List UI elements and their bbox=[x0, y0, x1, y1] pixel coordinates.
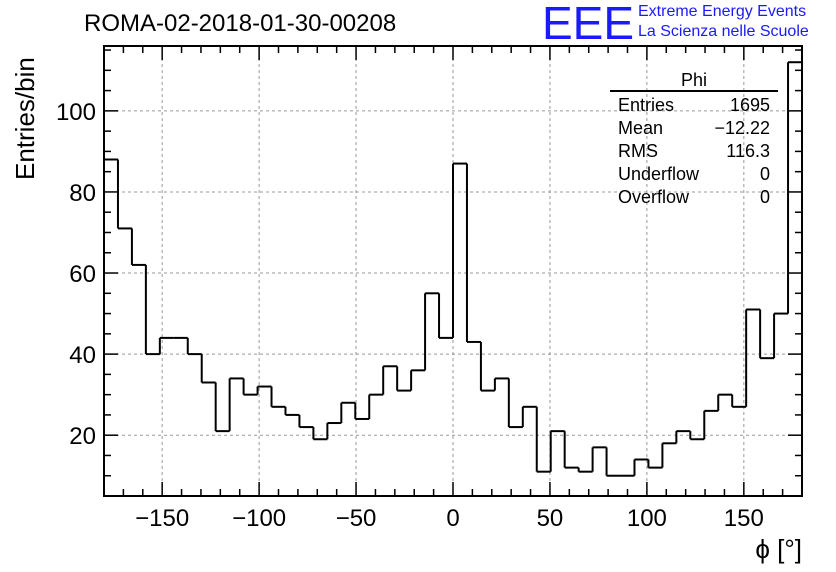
x-tick-label: 0 bbox=[446, 505, 459, 532]
logo-caption-line1: Extreme Energy Events bbox=[638, 3, 807, 20]
y-tick-label: 40 bbox=[69, 342, 96, 369]
x-tick-label: 50 bbox=[537, 505, 564, 532]
x-tick-labels: −150 −100 −50 0 50 100 150 bbox=[135, 505, 764, 532]
stats-label: Entries bbox=[618, 95, 675, 115]
axis-ticks bbox=[103, 46, 803, 496]
logo-caption: Extreme Energy Events La Scienza nelle S… bbox=[638, 2, 809, 42]
x-tick-label: −50 bbox=[336, 505, 377, 532]
y-tick-label: 60 bbox=[69, 261, 96, 288]
x-axis-label: ϕ [°] bbox=[755, 534, 802, 564]
histogram-series bbox=[104, 61, 802, 477]
stats-row-rms: RMS 116.3 bbox=[610, 140, 778, 163]
chart-title: ROMA-02-2018-01-30-00208 bbox=[84, 10, 397, 37]
stats-label: Mean bbox=[618, 118, 664, 138]
y-tick-label: 20 bbox=[69, 423, 96, 450]
y-axis-label: Entries/bin bbox=[10, 57, 40, 180]
y-tick-label: 80 bbox=[69, 180, 96, 207]
stats-row-underflow: Underflow 0 bbox=[610, 163, 778, 186]
stats-value: 116.3 bbox=[726, 141, 770, 161]
stats-title: Phi bbox=[610, 68, 778, 92]
stats-value: −12.22 bbox=[714, 118, 770, 138]
stats-value: 0 bbox=[759, 187, 770, 207]
y-tick-labels: 20 40 60 80 100 bbox=[56, 99, 96, 450]
stats-row-overflow: Overflow 0 bbox=[610, 186, 778, 209]
stats-box: Phi Entries 1695 Mean −12.22 RMS 116.3 U… bbox=[610, 68, 778, 209]
y-tick-label: 100 bbox=[56, 99, 96, 126]
x-tick-label: 150 bbox=[724, 505, 764, 532]
stats-row-entries: Entries 1695 bbox=[610, 94, 778, 117]
logo-caption-line2: La Scienza nelle Scuole bbox=[638, 23, 809, 40]
x-tick-label: 100 bbox=[627, 505, 667, 532]
stats-label: RMS bbox=[618, 141, 658, 161]
stats-label: Overflow bbox=[618, 187, 690, 207]
eee-logo: EEE bbox=[542, 0, 635, 49]
x-tick-label: −100 bbox=[232, 505, 286, 532]
stats-label: Underflow bbox=[618, 164, 700, 184]
stats-value: 1695 bbox=[729, 95, 770, 115]
x-tick-label: −150 bbox=[135, 505, 189, 532]
stats-value: 0 bbox=[759, 164, 770, 184]
stats-row-mean: Mean −12.22 bbox=[610, 117, 778, 140]
